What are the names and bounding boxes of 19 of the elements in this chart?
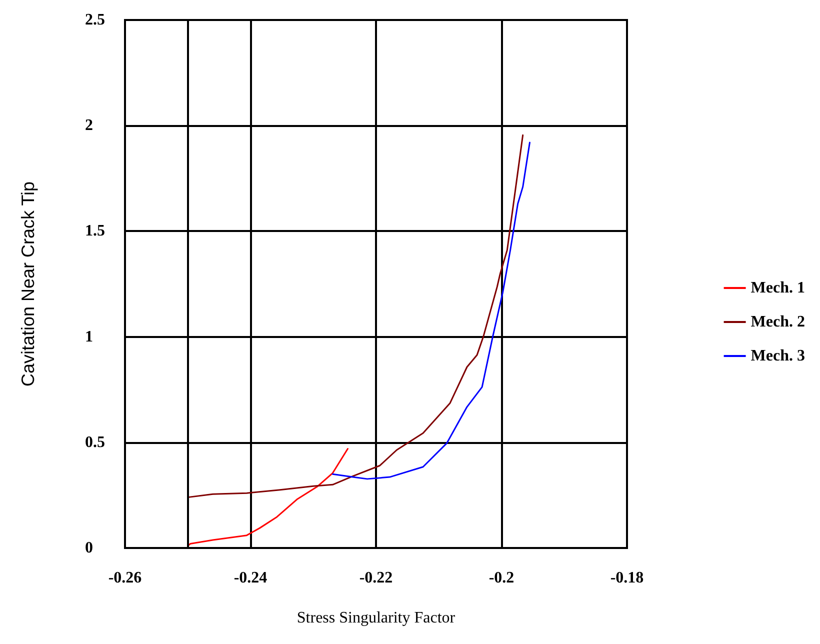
x-tick-label: -0.26	[108, 570, 142, 586]
x-tick-label: -0.22	[359, 570, 393, 586]
legend-label: Mech. 2	[750, 314, 805, 330]
y-tick-label: 0.5	[85, 434, 105, 451]
y-tick-label: 1.5	[85, 222, 105, 240]
line-series	[332, 142, 530, 480]
legend-label: Mech. 3	[750, 348, 805, 364]
legend-label: Mech. 1	[750, 280, 805, 296]
line-series	[187, 134, 524, 498]
x-tick-label: -0.24	[234, 570, 268, 586]
line-series	[187, 448, 349, 547]
x-tick-label: -0.18	[610, 570, 644, 586]
y-tick-label: 1	[85, 328, 93, 346]
x-tick-label: -0.2	[488, 570, 514, 586]
y-tick-label: 2	[85, 117, 93, 134]
y-tick-label: 0	[85, 540, 93, 556]
y-tick-label: 2.5	[85, 12, 105, 28]
x-axis-title: Stress Singularity Factor	[296, 610, 456, 626]
y-axis-title: Cavitation Near Crack Tip	[18, 181, 38, 387]
